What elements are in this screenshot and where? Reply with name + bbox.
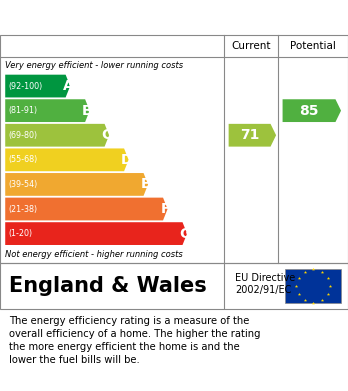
Text: Potential: Potential bbox=[290, 41, 336, 51]
Polygon shape bbox=[229, 124, 276, 147]
Text: (55-68): (55-68) bbox=[8, 155, 37, 164]
Text: EU Directive
2002/91/EC: EU Directive 2002/91/EC bbox=[235, 273, 295, 294]
Text: Not energy efficient - higher running costs: Not energy efficient - higher running co… bbox=[5, 250, 183, 259]
Text: G: G bbox=[179, 227, 190, 240]
Text: (69-80): (69-80) bbox=[8, 131, 37, 140]
Bar bbox=[285, 269, 341, 303]
Text: (92-100): (92-100) bbox=[8, 82, 42, 91]
Text: (81-91): (81-91) bbox=[8, 106, 37, 115]
Text: Current: Current bbox=[232, 41, 271, 51]
Text: England & Wales: England & Wales bbox=[9, 276, 206, 296]
Text: A: A bbox=[63, 79, 73, 93]
Text: The energy efficiency rating is a measure of the
overall efficiency of a home. T: The energy efficiency rating is a measur… bbox=[9, 316, 260, 365]
Polygon shape bbox=[5, 124, 109, 147]
Text: (1-20): (1-20) bbox=[8, 229, 32, 238]
Polygon shape bbox=[5, 173, 148, 196]
Polygon shape bbox=[5, 149, 129, 171]
Polygon shape bbox=[5, 222, 187, 245]
Text: (21-38): (21-38) bbox=[8, 204, 37, 213]
Text: 71: 71 bbox=[240, 128, 259, 142]
Text: Energy Efficiency Rating: Energy Efficiency Rating bbox=[9, 10, 230, 25]
Polygon shape bbox=[5, 75, 70, 97]
Polygon shape bbox=[5, 99, 90, 122]
Polygon shape bbox=[283, 99, 341, 122]
Text: Very energy efficient - lower running costs: Very energy efficient - lower running co… bbox=[5, 61, 183, 70]
Text: (39-54): (39-54) bbox=[8, 180, 37, 189]
Text: 85: 85 bbox=[299, 104, 319, 118]
Text: F: F bbox=[160, 202, 170, 216]
Text: E: E bbox=[141, 178, 151, 192]
Text: D: D bbox=[121, 153, 132, 167]
Polygon shape bbox=[5, 197, 168, 221]
Text: C: C bbox=[102, 128, 112, 142]
Text: B: B bbox=[82, 104, 93, 118]
